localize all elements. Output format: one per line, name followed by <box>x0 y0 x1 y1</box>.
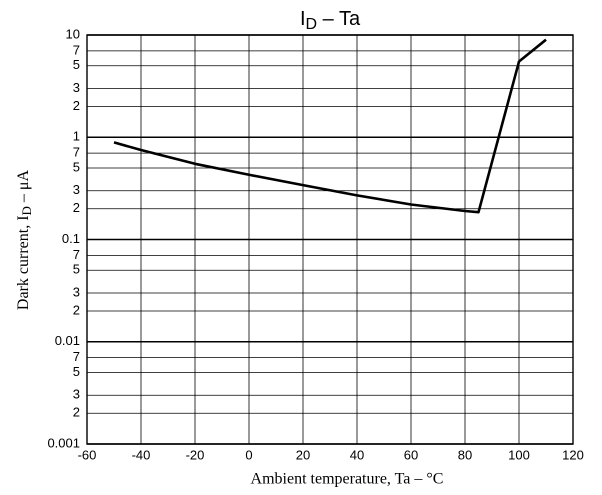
y-tick-label: 2 <box>73 302 80 317</box>
x-tick-label: 40 <box>350 447 364 462</box>
y-tick-label: 5 <box>73 262 80 277</box>
y-tick-label: 2 <box>73 98 80 113</box>
plot-frame <box>86 34 574 445</box>
x-tick-label: 120 <box>562 447 584 462</box>
y-tick-label: 7 <box>73 42 80 57</box>
y-tick-label: 5 <box>73 159 80 174</box>
y-tick-label: 5 <box>73 364 80 379</box>
title-subscript: D <box>306 16 318 33</box>
y-tick-label: 7 <box>73 247 80 262</box>
title-suffix: – Ta <box>317 8 361 30</box>
y-label-text: Dark current, I <box>15 215 32 310</box>
title-text: I <box>300 8 306 30</box>
x-tick-label: -60 <box>78 447 97 462</box>
x-tick-label: -20 <box>186 447 205 462</box>
x-tick-label: -40 <box>132 447 151 462</box>
y-tick-label: 3 <box>73 182 80 197</box>
data-line <box>113 38 547 214</box>
x-tick-label: 100 <box>508 447 530 462</box>
y-tick-label: 7 <box>73 349 80 364</box>
y-tick-label: 2 <box>73 200 80 215</box>
y-tick-label: 5 <box>73 57 80 72</box>
y-tick-label: 7 <box>73 145 80 160</box>
x-tick-label: 80 <box>458 447 472 462</box>
chart-title: ID – Ta <box>300 8 361 33</box>
y-tick-label: 2 <box>73 405 80 420</box>
y-tick-label: 0.001 <box>47 435 80 450</box>
y-tick-label: 0.01 <box>55 333 80 348</box>
y-tick-label: 3 <box>73 284 80 299</box>
y-tick-label: 3 <box>73 387 80 402</box>
y-tick-label: 1 <box>73 129 80 144</box>
y-tick-label: 10 <box>66 26 80 41</box>
y-label-subscript: D <box>19 206 34 215</box>
x-tick-label: 60 <box>404 447 418 462</box>
y-tick-label: 3 <box>73 80 80 95</box>
y-tick-label: 0.1 <box>62 231 80 246</box>
y-axis-label: Dark current, ID – μA <box>15 169 34 310</box>
x-axis-label: Ambient temperature, Ta – °C <box>251 471 444 488</box>
x-tick-label: 0 <box>245 447 252 462</box>
x-tick-label: 20 <box>296 447 310 462</box>
y-label-suffix: – μA <box>15 169 32 206</box>
